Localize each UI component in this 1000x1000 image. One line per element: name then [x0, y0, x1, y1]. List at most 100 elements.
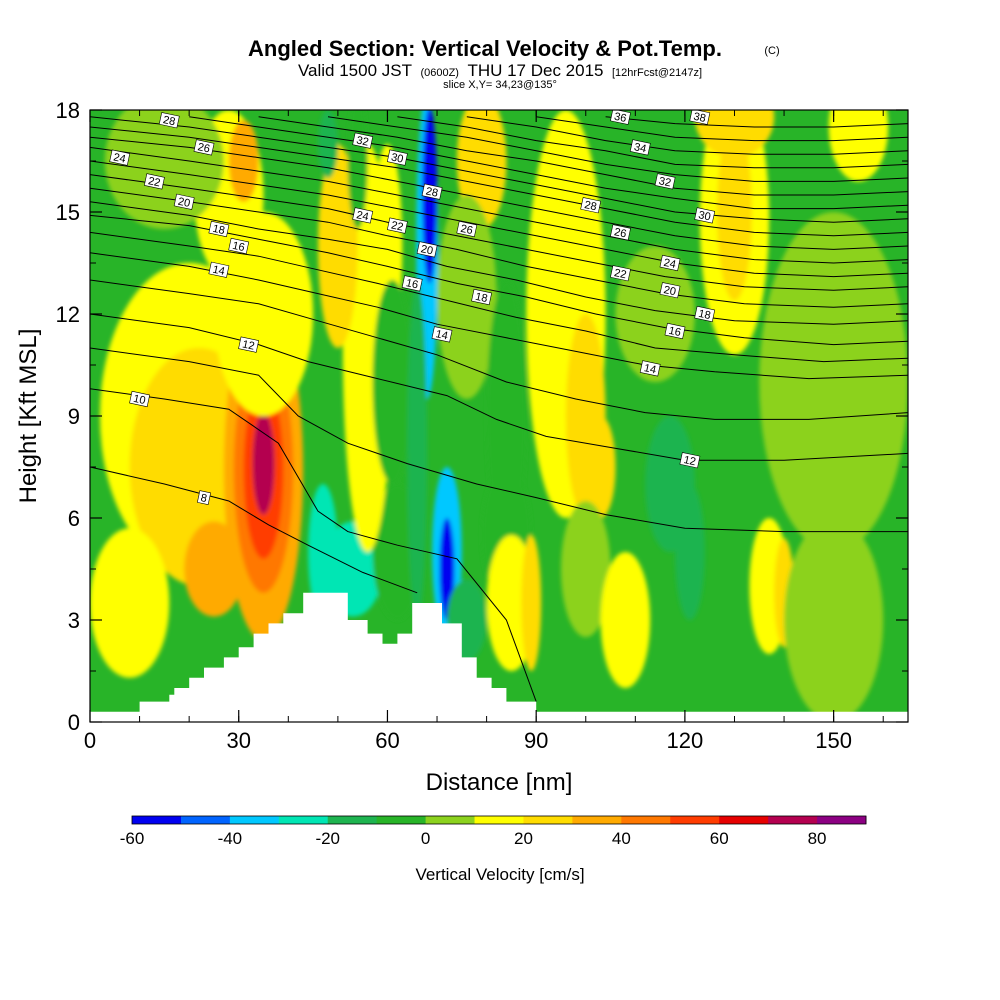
contour-label-22: 28: [158, 112, 180, 129]
contour-label-box: [456, 220, 478, 238]
velocity-region-48: [774, 297, 894, 433]
x-tick-label: 90: [524, 728, 548, 753]
contour-label-box: [659, 282, 681, 299]
contour-label-0: 8: [197, 490, 211, 505]
contour-label-15: 20: [659, 282, 681, 299]
contour-label-8: 16: [401, 275, 423, 292]
colorbar-segment-10: [621, 816, 671, 824]
theta-contour-4: [90, 279, 908, 420]
velocity-region-37: [600, 552, 651, 688]
contour-label-text: 24: [355, 209, 369, 223]
potential-temperature-contours: [90, 116, 908, 702]
contour-label-text: 26: [613, 226, 627, 240]
x-tick-label: 150: [815, 728, 852, 753]
chart-subtitle: Valid 1500 JST (0600Z) THU 17 Dec 2015 […: [298, 61, 702, 80]
contour-label-box: [352, 132, 374, 149]
contour-label-20: 24: [352, 207, 374, 224]
theta-contour-20: [466, 116, 908, 155]
subtitle-date: THU 17 Dec 2015: [467, 61, 603, 80]
colorbar-tick-label: 80: [808, 829, 827, 848]
theta-contour-10: [90, 174, 908, 291]
contour-label-16: 22: [143, 173, 165, 190]
theta-contour-17: [258, 116, 908, 196]
velocity-region-25: [439, 518, 455, 620]
velocity-region-17: [318, 110, 338, 178]
x-tick-label: 60: [375, 728, 399, 753]
contour-label-text: 18: [474, 291, 488, 305]
subtitle-forecast: [12hrFcst@2147z]: [612, 67, 702, 79]
theta-contour-7: [90, 214, 908, 346]
theta-contour-14: [90, 126, 908, 237]
contour-label-box: [654, 173, 676, 190]
theta-contour-6: [90, 231, 908, 363]
contour-label-text: 20: [177, 196, 191, 210]
contour-label-box: [694, 305, 716, 323]
contour-label-23: 26: [193, 139, 215, 156]
contour-label-box: [664, 322, 686, 340]
contour-label-box: [416, 241, 438, 258]
contour-label-text: 18: [211, 223, 225, 237]
contour-label-text: 30: [697, 209, 711, 223]
theta-contour-2: [90, 347, 908, 533]
contour-label-text: 12: [682, 454, 696, 468]
contour-label-box: [197, 490, 211, 505]
velocity-region-23: [407, 280, 428, 620]
contour-label-10: 18: [208, 220, 230, 237]
contour-label-box: [659, 254, 681, 272]
contour-label-text: 20: [663, 284, 677, 298]
colorbar-segment-1: [180, 816, 231, 824]
colorbar-tick-labels: -60 -40 -20 0 20 40 60 80: [120, 829, 827, 848]
contour-label-text: 28: [162, 114, 176, 128]
theta-contour-15: [90, 116, 908, 223]
contour-label-box: [629, 139, 651, 156]
x-axis: 0 30 60 90 120 150: [84, 110, 884, 753]
contour-labels: 8 10 12 12 14 14 14 16 16 16 18 18 18 20 20 20 22 22 22 24 2…: [109, 110, 716, 505]
y-tick-label: 3: [68, 608, 80, 633]
colorbar-segment-4: [327, 816, 378, 824]
contour-label-box: [471, 288, 493, 306]
contour-label-text: 24: [663, 257, 677, 271]
contour-label-box: [158, 112, 180, 129]
contour-label-text: 10: [132, 393, 146, 407]
contour-label-text: 16: [668, 325, 682, 339]
theta-contour-12: [90, 146, 908, 264]
contour-label-21: 24: [659, 254, 681, 272]
contour-label-box: [173, 193, 195, 210]
contour-label-text: 14: [643, 362, 657, 376]
velocity-region-44: [828, 110, 889, 182]
contour-label-text: 16: [231, 240, 245, 254]
contour-label-5: 14: [431, 326, 453, 343]
contour-label-text: 32: [658, 175, 672, 189]
contour-label-27: 26: [456, 220, 478, 238]
colorbar-tick-label: 60: [710, 829, 729, 848]
contour-label-text: 16: [405, 277, 419, 291]
velocity-region-40: [615, 246, 695, 382]
colorbar-tick-label: 40: [612, 829, 631, 848]
contour-label-text: 32: [355, 134, 369, 148]
colorbar-segment-11: [670, 816, 720, 824]
contour-label-14: 20: [416, 241, 438, 258]
colorbar-frame: [131, 815, 867, 825]
contour-label-1: 10: [129, 390, 151, 407]
plot-area: 8 10 12 12 14 14 14 16 16 16 18 18 18 20 20 20 22 22 22 24 2…: [90, 110, 908, 722]
contour-label-box: [193, 139, 215, 156]
contour-label-box: [386, 217, 408, 234]
contour-label-4: 14: [208, 261, 230, 278]
terrain-mask: [90, 592, 908, 722]
contour-label-text: 20: [420, 243, 434, 257]
colorbar-segment-13: [768, 816, 818, 824]
y-axis-label: Height [Kft MSL]: [15, 329, 42, 504]
velocity-region-39: [674, 484, 705, 620]
contour-label-text: 34: [633, 141, 647, 155]
contour-label-7: 16: [228, 237, 250, 254]
theta-contour-22: [605, 116, 908, 128]
colorbar-tick-label: 0: [421, 829, 430, 848]
theta-contour-1: [90, 388, 537, 702]
velocity-region-13: [308, 484, 338, 620]
contour-label-text: 24: [112, 151, 126, 165]
colorbar-segment-9: [572, 816, 622, 824]
contour-label-text: 14: [211, 264, 225, 278]
contour-label-text: 30: [390, 151, 404, 165]
